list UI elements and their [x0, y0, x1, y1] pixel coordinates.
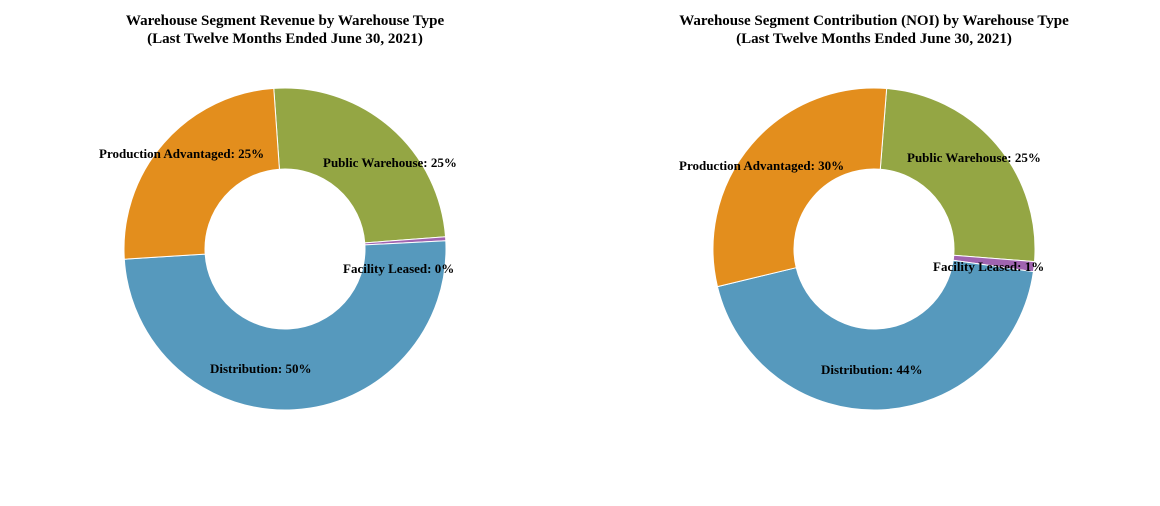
slice-label-production-advantaged: Production Advantaged: 30% [679, 158, 844, 173]
chart-subtitle: (Last Twelve Months Ended June 30, 2021) [736, 31, 1012, 47]
slice-production-advantaged [123, 87, 280, 260]
revenue-donut-chart: Warehouse Segment Revenue by Warehouse T… [99, 13, 457, 411]
slices-group [123, 87, 447, 411]
chart-title: Warehouse Segment Contribution (NOI) by … [679, 13, 1069, 29]
slice-label-facility-leased: Facility Leased: 1% [933, 259, 1044, 274]
chart-title: Warehouse Segment Revenue by Warehouse T… [126, 13, 445, 29]
slice-label-distribution: Distribution: 50% [210, 361, 311, 376]
slice-label-facility-leased: Facility Leased: 0% [343, 261, 454, 276]
slices-group [712, 87, 1036, 411]
noi-donut-chart: Warehouse Segment Contribution (NOI) by … [679, 13, 1069, 411]
slice-label-production-advantaged: Production Advantaged: 25% [99, 146, 264, 161]
chart-subtitle: (Last Twelve Months Ended June 30, 2021) [147, 31, 423, 47]
slice-distribution [123, 240, 447, 411]
slice-label-public-warehouse: Public Warehouse: 25% [907, 150, 1041, 165]
slice-label-public-warehouse: Public Warehouse: 25% [323, 155, 457, 170]
slice-public-warehouse [879, 87, 1036, 263]
slice-production-advantaged [712, 87, 888, 288]
slice-public-warehouse [273, 87, 447, 244]
slice-distribution [716, 259, 1034, 411]
slice-label-distribution: Distribution: 44% [821, 362, 922, 377]
